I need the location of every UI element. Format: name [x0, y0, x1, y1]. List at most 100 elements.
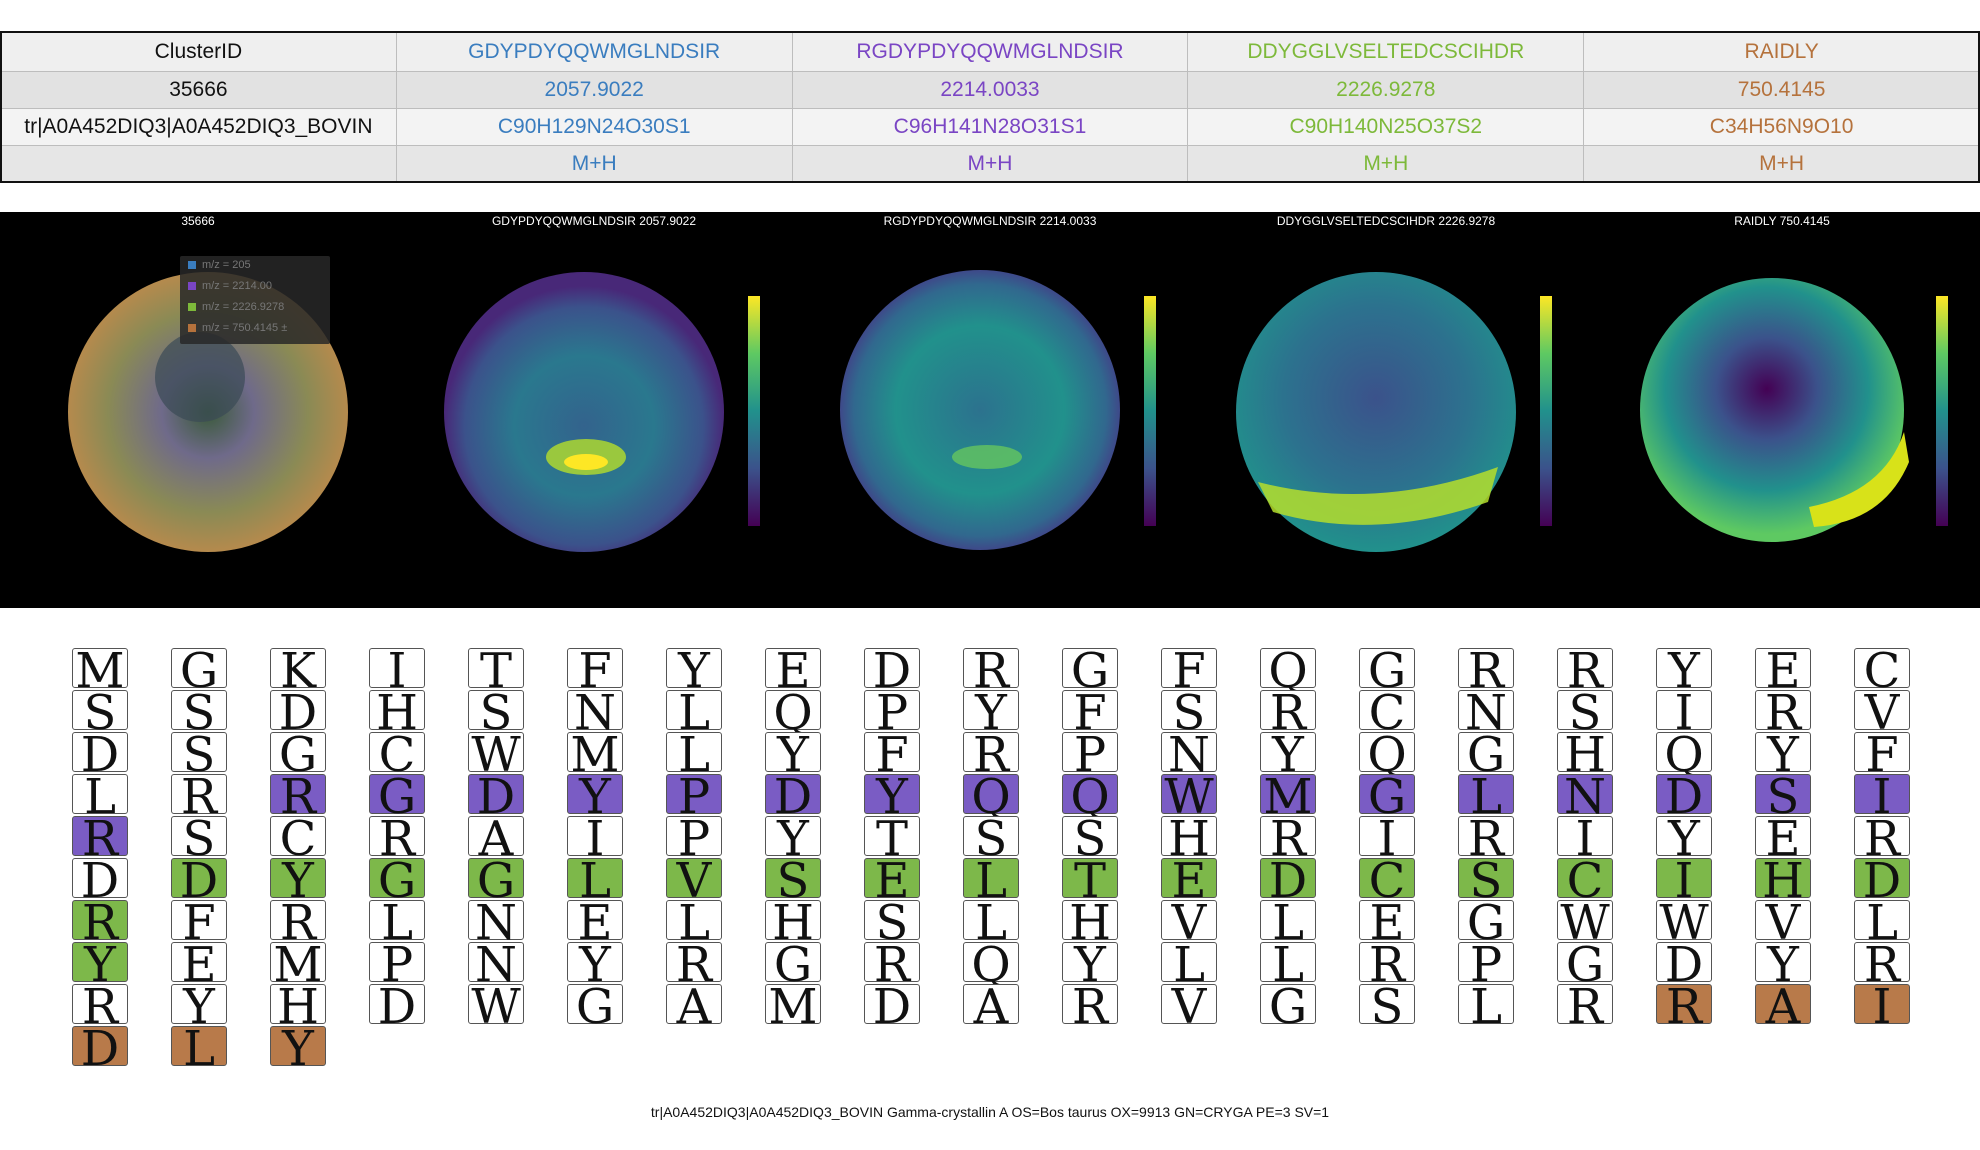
- residue-letter: Y: [777, 727, 809, 783]
- header-cell: ClusterID: [0, 32, 397, 72]
- residue-letter: S: [1766, 769, 1800, 825]
- residue-cell: Y: [567, 941, 623, 989]
- residue-letter: L: [1272, 937, 1304, 993]
- residue-cell: P: [666, 815, 722, 863]
- residue-letter: H: [772, 895, 814, 951]
- residue-cell: L: [963, 857, 1019, 905]
- legend-entry: m/z = 750.4145 ±: [180, 322, 330, 340]
- residue-letter: V: [1171, 979, 1207, 1035]
- residue-cell: L: [1458, 983, 1514, 1031]
- residue-letter: L: [1470, 769, 1502, 825]
- residue-letter: Y: [579, 937, 611, 993]
- residue-letter: N: [1564, 769, 1606, 825]
- residue-cell: Y: [963, 689, 1019, 737]
- residue-cell: Q: [765, 689, 821, 737]
- ion-image-panel-raidly: RAIDLY 750.4145: [1584, 212, 1980, 608]
- residue-letter: S: [1370, 979, 1404, 1035]
- residue-letter: E: [874, 853, 910, 909]
- residue-letter: R: [279, 769, 317, 825]
- residue-cell: V: [1161, 899, 1217, 947]
- residue-letter: G: [1466, 895, 1506, 951]
- residue-cell: V: [666, 857, 722, 905]
- residue-letter: P: [380, 937, 414, 993]
- header-cell: RGDYPDYQQWMGLNDSIR: [791, 32, 1189, 72]
- residue-cell: H: [1062, 899, 1118, 947]
- residue-letter: E: [775, 643, 811, 699]
- residue-letter: S: [182, 685, 216, 741]
- residue-cell: E: [1755, 647, 1811, 695]
- residue-letter: K: [280, 643, 316, 699]
- residue-letter: S: [182, 727, 216, 783]
- residue-letter: P: [677, 769, 711, 825]
- residue-cell: S: [1557, 689, 1613, 737]
- residue-letter: S: [1469, 853, 1503, 909]
- residue-cell: M: [72, 647, 128, 695]
- residue-letter: G: [476, 853, 516, 909]
- residue-letter: R: [81, 811, 119, 867]
- residue-cell: Q: [1062, 773, 1118, 821]
- residue-letter: D: [872, 643, 912, 699]
- residue-cell: G: [1359, 647, 1415, 695]
- residue-cell: R: [666, 941, 722, 989]
- residue-letter: L: [1173, 937, 1205, 993]
- residue-cell: S: [1359, 983, 1415, 1031]
- residue-letter: I: [1575, 811, 1595, 867]
- residue-letter: D: [476, 769, 516, 825]
- residue-cell: R: [1557, 983, 1613, 1031]
- residue-cell: D: [72, 731, 128, 779]
- residue-cell: L: [963, 899, 1019, 947]
- ion-image-panel-gdypdyqqwmglndsir: GDYPDYQQWMGLNDSIR 2057.9022: [396, 212, 792, 608]
- residue-cell: L: [1458, 773, 1514, 821]
- residue-cell: Q: [1260, 647, 1316, 695]
- residue-cell: T: [1062, 857, 1118, 905]
- residue-letter: L: [678, 727, 710, 783]
- residue-cell: R: [270, 773, 326, 821]
- residue-cell: H: [765, 899, 821, 947]
- table-cell: 2057.9022: [395, 71, 793, 109]
- residue-letter: H: [277, 979, 319, 1035]
- ion-image-panel-overlay: 35666 m/z = 205 m/z = 2214.00 m/z = 2226…: [0, 212, 396, 608]
- table-cell: C96H141N28O31S1: [791, 108, 1189, 146]
- residue-letter: L: [183, 1021, 215, 1077]
- residue-letter: R: [1269, 685, 1307, 741]
- residue-cell: F: [1854, 731, 1910, 779]
- residue-letter: Y: [777, 811, 809, 867]
- residue-cell: G: [369, 857, 425, 905]
- residue-cell: I: [1854, 983, 1910, 1031]
- residue-cell: D: [369, 983, 425, 1031]
- residue-letter: S: [1568, 685, 1602, 741]
- colorbar: [1936, 296, 1948, 526]
- residue-cell: E: [1755, 815, 1811, 863]
- ion-image-panel-rgdypdyqqwmglndsir: RGDYPDYQQWMGLNDSIR 2214.0033: [792, 212, 1188, 608]
- residue-cell: R: [1458, 815, 1514, 863]
- residue-cell: E: [1359, 899, 1415, 947]
- residue-letter: Q: [1268, 643, 1308, 699]
- residue-cell: R: [270, 899, 326, 947]
- residue-cell: W: [1557, 899, 1613, 947]
- residue-letter: D: [1664, 937, 1704, 993]
- residue-cell: S: [72, 689, 128, 737]
- residue-cell: D: [72, 857, 128, 905]
- residue-letter: I: [1872, 979, 1892, 1035]
- residue-letter: I: [1674, 685, 1694, 741]
- panel-title: RGDYPDYQQWMGLNDSIR 2214.0033: [883, 214, 1097, 228]
- residue-letter: Y: [1767, 937, 1799, 993]
- residue-letter: S: [83, 685, 117, 741]
- residue-letter: D: [872, 979, 912, 1035]
- residue-cell: D: [1656, 773, 1712, 821]
- protein-description: tr|A0A452DIQ3|A0A452DIQ3_BOVIN Gamma-cry…: [650, 1104, 1330, 1120]
- residue-cell: R: [369, 815, 425, 863]
- residue-cell: G: [765, 941, 821, 989]
- table-cell: M+H: [1187, 145, 1585, 183]
- residue-letter: D: [80, 727, 120, 783]
- residue-cell: G: [567, 983, 623, 1031]
- residue-letter: R: [1863, 937, 1901, 993]
- residue-cell: P: [1458, 941, 1514, 989]
- residue-cell: M: [765, 983, 821, 1031]
- residue-cell: S: [864, 899, 920, 947]
- residue-cell: F: [1161, 647, 1217, 695]
- residue-letter: F: [1073, 685, 1107, 741]
- residue-letter: T: [875, 811, 908, 867]
- residue-cell: D: [765, 773, 821, 821]
- residue-cell: D: [468, 773, 524, 821]
